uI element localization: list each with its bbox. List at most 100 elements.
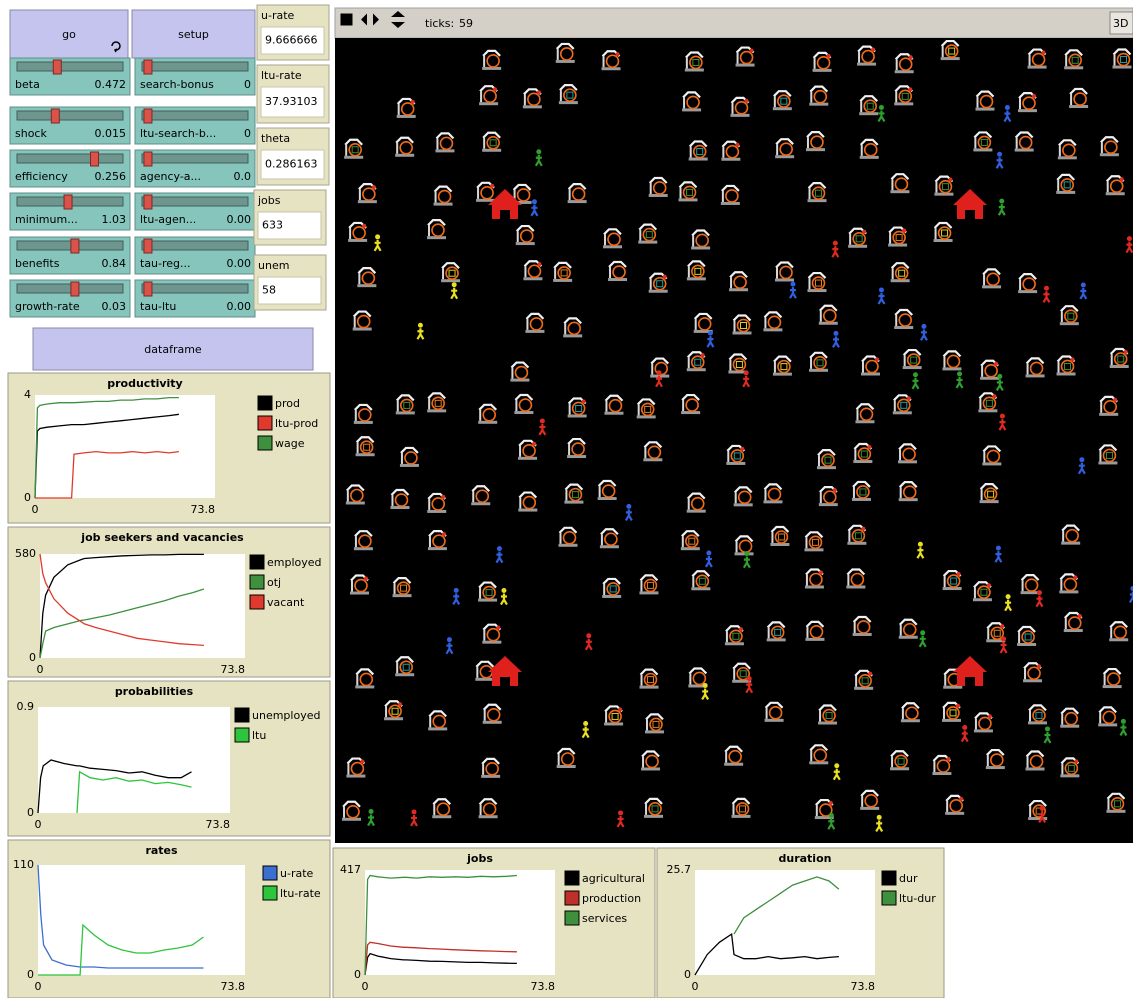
slider-label[interactable]: tau-reg... (140, 257, 191, 270)
slider-handle[interactable] (90, 151, 99, 167)
slider[interactable]: benefits 0.84 (9, 236, 131, 275)
person-body (616, 815, 625, 828)
button-face[interactable] (32, 327, 314, 371)
slider-track[interactable] (16, 61, 124, 72)
slider-label[interactable]: benefits (15, 257, 60, 270)
slider-value[interactable]: 0.84 (102, 257, 127, 270)
slider-track[interactable] (16, 110, 124, 121)
slider-track[interactable] (16, 283, 124, 294)
firm-wall (687, 498, 690, 510)
slider[interactable]: shock 0.015 (9, 106, 131, 145)
firm-ring (432, 714, 447, 729)
slider-handle[interactable] (143, 151, 153, 167)
slider-track[interactable] (16, 153, 124, 164)
slider-label[interactable]: agency-a... (140, 170, 201, 183)
button[interactable]: go (9, 9, 129, 59)
firm-icon (859, 95, 879, 116)
slider[interactable]: efficiency 0.256 (9, 149, 131, 188)
slider[interactable]: search-bonus 0 (134, 57, 256, 96)
firm-icon (427, 392, 447, 413)
slider-handle[interactable] (52, 59, 62, 75)
slider-value[interactable]: 0 (244, 78, 251, 91)
firm-mark (780, 97, 788, 105)
button-face[interactable] (131, 9, 256, 59)
slider-handle[interactable] (50, 108, 60, 124)
slider[interactable]: growth-rate 0.03 (9, 279, 131, 318)
slider-value[interactable]: 0.00 (227, 213, 252, 226)
slider-label[interactable]: ltu-search-b... (140, 127, 216, 140)
slider[interactable]: beta 0.472 (9, 57, 131, 96)
slider-track[interactable] (141, 283, 249, 294)
slider-handle[interactable] (143, 281, 153, 297)
slider-label[interactable]: search-bonus (140, 78, 214, 91)
slider[interactable]: tau-reg... 0.00 (134, 236, 256, 275)
slider-track[interactable] (141, 240, 249, 251)
slider-handle[interactable] (63, 194, 73, 210)
slider-value[interactable]: 0.015 (95, 127, 127, 140)
monitor-label: unem (258, 259, 289, 272)
slider-value[interactable]: 1.03 (102, 213, 127, 226)
slider-label[interactable]: tau-ltu (140, 300, 176, 313)
slider-label[interactable]: efficiency (15, 170, 68, 183)
firm-mark (489, 139, 497, 147)
slider-track[interactable] (141, 61, 249, 72)
firm-base (1069, 105, 1089, 109)
slider-track[interactable] (16, 240, 124, 251)
slider-value[interactable]: 0.03 (102, 300, 127, 313)
slider-value[interactable]: 0.256 (95, 170, 127, 183)
slider[interactable]: ltu-search-b... 0 (134, 106, 256, 145)
button-3d[interactable]: 3D (1109, 11, 1133, 35)
firm-icon (804, 568, 824, 589)
ud-arrows-icon[interactable] (391, 11, 405, 28)
slider-value[interactable]: 0.0 (234, 170, 252, 183)
slider-handle[interactable] (143, 59, 153, 75)
slider-handle[interactable] (143, 108, 153, 124)
person-body (832, 336, 840, 348)
slider-label[interactable]: beta (15, 78, 40, 91)
slider-track[interactable] (141, 196, 249, 207)
zoom-icon[interactable] (340, 13, 353, 26)
firm-base (639, 591, 659, 595)
lr-arrows-icon[interactable] (361, 13, 379, 26)
firm-mark (694, 267, 702, 275)
button-3d-label[interactable]: 3D (1113, 17, 1128, 30)
firm-roof (898, 443, 917, 451)
person-icon (832, 330, 840, 348)
slider-track[interactable] (141, 153, 249, 164)
button-label[interactable]: go (62, 28, 76, 41)
slider-label[interactable]: growth-rate (15, 300, 80, 313)
button-label[interactable]: setup (178, 28, 209, 41)
slider-handle[interactable] (70, 281, 80, 297)
firm-roof (482, 703, 502, 711)
firm-roof (809, 744, 829, 752)
slider[interactable]: agency-a... 0.0 (134, 149, 256, 188)
slider-handle[interactable] (143, 238, 153, 254)
firm-wall (442, 268, 445, 280)
slider[interactable]: minimum... 1.03 (9, 192, 131, 231)
slider-value[interactable]: 0.00 (227, 300, 252, 313)
firm-base (1063, 629, 1083, 633)
button-label[interactable]: dataframe (144, 343, 202, 356)
slider-label[interactable]: minimum... (15, 213, 78, 226)
firm-icon (399, 446, 419, 467)
firm-roof (478, 403, 497, 411)
slider-label[interactable]: shock (15, 127, 47, 140)
firm-icon (942, 569, 962, 591)
firm-icon (728, 353, 748, 374)
button[interactable]: dataframe (32, 327, 314, 371)
slider-value[interactable]: 0.472 (95, 78, 127, 91)
button-3d-face[interactable] (1109, 11, 1133, 35)
slider-label[interactable]: ltu-agen... (140, 213, 196, 226)
button-face[interactable] (9, 9, 129, 59)
forever-icon[interactable] (111, 41, 121, 53)
slider-value[interactable]: 0.00 (227, 257, 252, 270)
firm-mark (897, 757, 905, 765)
slider[interactable]: ltu-agen... 0.00 (134, 192, 256, 231)
slider-handle[interactable] (143, 194, 153, 210)
slider[interactable]: tau-ltu 0.00 (134, 279, 256, 318)
button[interactable]: setup (131, 9, 256, 59)
firm-ring (979, 94, 994, 109)
slider-track[interactable] (141, 110, 249, 121)
slider-value[interactable]: 0 (244, 127, 251, 140)
slider-handle[interactable] (70, 238, 80, 254)
